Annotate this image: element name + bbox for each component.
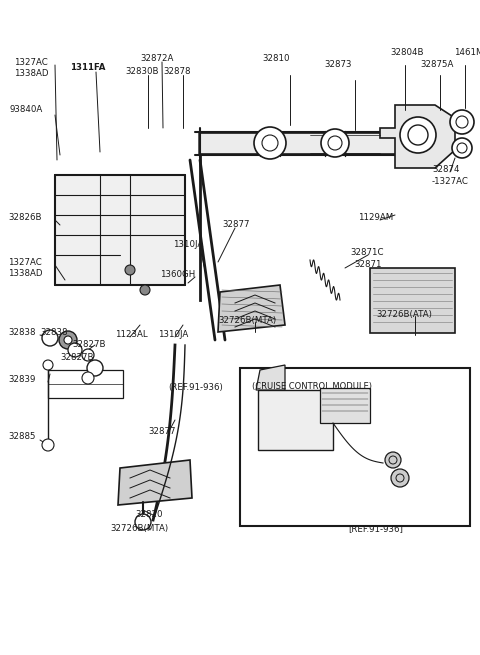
Text: 1310JA: 1310JA bbox=[158, 330, 188, 339]
Circle shape bbox=[140, 285, 150, 295]
Text: 32726B(MTA): 32726B(MTA) bbox=[218, 316, 276, 325]
Text: 32874: 32874 bbox=[432, 165, 459, 174]
Text: 32827B: 32827B bbox=[72, 340, 106, 349]
Text: 1338AD: 1338AD bbox=[8, 269, 43, 278]
Circle shape bbox=[385, 452, 401, 468]
Bar bbox=[240, 368, 470, 526]
Circle shape bbox=[254, 127, 286, 159]
Text: 32810: 32810 bbox=[262, 54, 289, 63]
Circle shape bbox=[68, 343, 82, 357]
Bar bbox=[55, 175, 185, 285]
Polygon shape bbox=[380, 105, 455, 168]
Circle shape bbox=[82, 349, 94, 361]
Text: -1327AC: -1327AC bbox=[432, 177, 469, 186]
Bar bbox=[200, 133, 410, 154]
Circle shape bbox=[450, 110, 474, 134]
Text: 1338AD: 1338AD bbox=[14, 69, 48, 78]
Text: 32871: 32871 bbox=[354, 260, 382, 269]
Text: 1461M: 1461M bbox=[454, 48, 480, 57]
Text: 32873: 32873 bbox=[324, 60, 351, 69]
Text: 32804B: 32804B bbox=[390, 48, 423, 57]
Text: 32878: 32878 bbox=[163, 67, 191, 76]
Circle shape bbox=[400, 117, 436, 153]
Circle shape bbox=[82, 372, 94, 384]
Text: 32875A: 32875A bbox=[420, 60, 454, 69]
Text: 32726B(ATA): 32726B(ATA) bbox=[376, 310, 432, 319]
Bar bbox=[48, 370, 123, 398]
Text: 1123AL: 1123AL bbox=[115, 330, 148, 339]
Circle shape bbox=[42, 439, 54, 451]
Text: 32872A: 32872A bbox=[140, 54, 173, 63]
Circle shape bbox=[321, 129, 349, 157]
Text: 1360GH: 1360GH bbox=[160, 270, 195, 279]
Circle shape bbox=[125, 265, 135, 275]
Bar bbox=[320, 388, 370, 423]
Text: 1327AC: 1327AC bbox=[14, 58, 48, 67]
Text: 32830B: 32830B bbox=[125, 67, 158, 76]
Text: 93840A: 93840A bbox=[10, 105, 43, 114]
Text: 32838: 32838 bbox=[8, 328, 36, 337]
Text: 32726B(MTA): 32726B(MTA) bbox=[110, 524, 168, 533]
Text: 32839: 32839 bbox=[8, 375, 36, 384]
FancyBboxPatch shape bbox=[199, 132, 411, 155]
Text: 32820: 32820 bbox=[135, 510, 163, 519]
Circle shape bbox=[452, 138, 472, 158]
Circle shape bbox=[59, 331, 77, 349]
Polygon shape bbox=[256, 365, 285, 390]
Text: 32826B: 32826B bbox=[8, 213, 41, 222]
Circle shape bbox=[87, 360, 103, 376]
Text: 32827B: 32827B bbox=[60, 353, 94, 362]
Polygon shape bbox=[218, 285, 285, 332]
Text: [REF.91-936]: [REF.91-936] bbox=[348, 524, 403, 533]
Text: 32877: 32877 bbox=[148, 427, 176, 436]
Text: (REF.91-936): (REF.91-936) bbox=[168, 383, 223, 392]
Circle shape bbox=[42, 330, 58, 346]
Polygon shape bbox=[370, 268, 455, 333]
Text: 1311FA: 1311FA bbox=[70, 63, 106, 72]
Text: (CRUISE CONTROL MODULE): (CRUISE CONTROL MODULE) bbox=[252, 382, 372, 391]
Circle shape bbox=[43, 360, 53, 370]
Text: 1129AM: 1129AM bbox=[358, 213, 393, 222]
Circle shape bbox=[135, 514, 151, 530]
Text: 32885: 32885 bbox=[8, 432, 36, 441]
Text: 1310JA: 1310JA bbox=[173, 240, 203, 249]
Text: 1327AC: 1327AC bbox=[8, 258, 42, 267]
Circle shape bbox=[64, 336, 72, 344]
Text: 32838: 32838 bbox=[40, 328, 68, 337]
Polygon shape bbox=[118, 460, 192, 505]
Text: 32871C: 32871C bbox=[350, 248, 384, 257]
Text: 32877: 32877 bbox=[222, 220, 250, 229]
Circle shape bbox=[391, 469, 409, 487]
Bar bbox=[258, 390, 333, 450]
